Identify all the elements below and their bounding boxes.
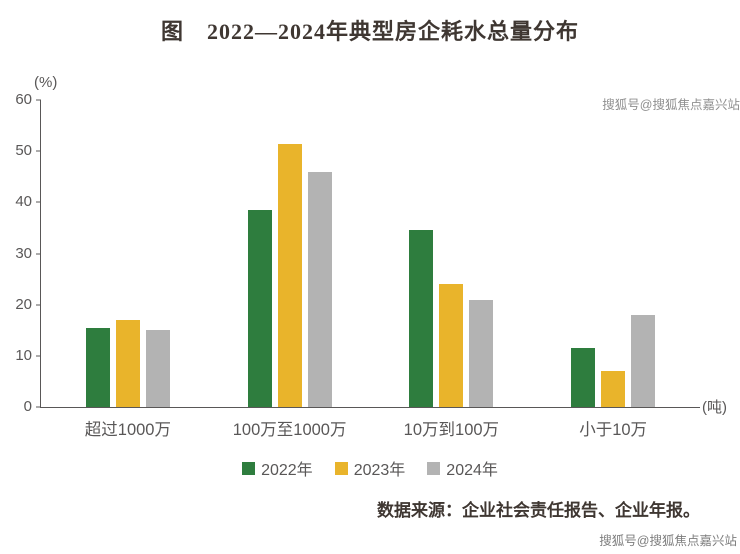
y-tick-label: 10 <box>15 346 32 364</box>
legend-swatch <box>427 461 441 475</box>
legend-label: 2024年 <box>446 462 498 479</box>
legend: 2022年 2023年 2024年 <box>0 456 740 480</box>
watermark-top: 搜狐号@搜狐焦点嘉兴站 <box>602 98 740 112</box>
bar-2023年 <box>277 143 302 407</box>
bar-group: 10万到100万 <box>404 100 499 439</box>
y-tick-mark <box>36 406 41 408</box>
y-tick-label: 20 <box>15 295 32 313</box>
y-tick-mark <box>36 304 41 306</box>
bar-2022年 <box>85 327 110 407</box>
chart-title: 图 2022—2024年典型房企耗水总量分布 <box>160 19 579 44</box>
legend-label: 2022年 <box>261 462 313 479</box>
y-tick-mark <box>36 150 41 152</box>
x-category-label: 100万至1000万 <box>232 421 347 439</box>
legend-label: 2023年 <box>353 462 406 479</box>
bar-2024年 <box>145 330 170 407</box>
bar-groups: 超过1000万 100万至1000万 10万到100万 小于10万 <box>41 100 700 439</box>
y-tick-mark <box>36 99 41 101</box>
legend-swatch <box>242 461 256 475</box>
legend-item: 2024年 <box>427 456 498 480</box>
bar-group: 100万至1000万 <box>233 100 347 439</box>
y-tick-label: 50 <box>15 142 32 160</box>
x-category-label: 10万到100万 <box>403 421 500 439</box>
y-tick-mark <box>36 201 41 203</box>
legend-item: 2023年 <box>334 456 406 480</box>
bar-2024年 <box>469 299 494 407</box>
bar-2024年 <box>307 171 332 407</box>
bar-2022年 <box>247 210 272 407</box>
x-axis-unit-label: (吨) <box>702 399 727 416</box>
bar-2023年 <box>115 320 140 407</box>
x-category-label: 超过1000万 <box>84 421 171 439</box>
source-note: 数据来源：企业社会责任报告、企业年报。 <box>377 501 700 520</box>
x-category-label: 小于10万 <box>579 421 648 439</box>
y-tick-label: 60 <box>15 91 32 108</box>
y-tick-label: 40 <box>15 193 32 211</box>
legend-item: 2022年 <box>242 456 313 480</box>
bar-2023年 <box>439 284 464 407</box>
legend-swatch <box>334 461 348 475</box>
bar-group: 小于10万 <box>568 100 658 439</box>
plot-area: 0 10 20 30 40 50 60 超过1000万 100万至1000万 10万到100万 小… <box>15 91 700 439</box>
bar-2023年 <box>601 371 626 407</box>
y-axis-unit-label: (%) <box>34 74 58 91</box>
bar-2024年 <box>631 314 656 407</box>
bar-group: 超过1000万 <box>83 100 173 439</box>
y-tick-mark <box>36 253 41 254</box>
y-tick-label: 0 <box>23 398 32 415</box>
y-tick-mark <box>36 355 41 357</box>
bar-2022年 <box>409 230 434 407</box>
bar-2022年 <box>571 348 596 407</box>
y-tick-label: 30 <box>15 244 32 262</box>
watermark-bottom: 搜狐号@搜狐焦点嘉兴站 <box>599 534 737 548</box>
